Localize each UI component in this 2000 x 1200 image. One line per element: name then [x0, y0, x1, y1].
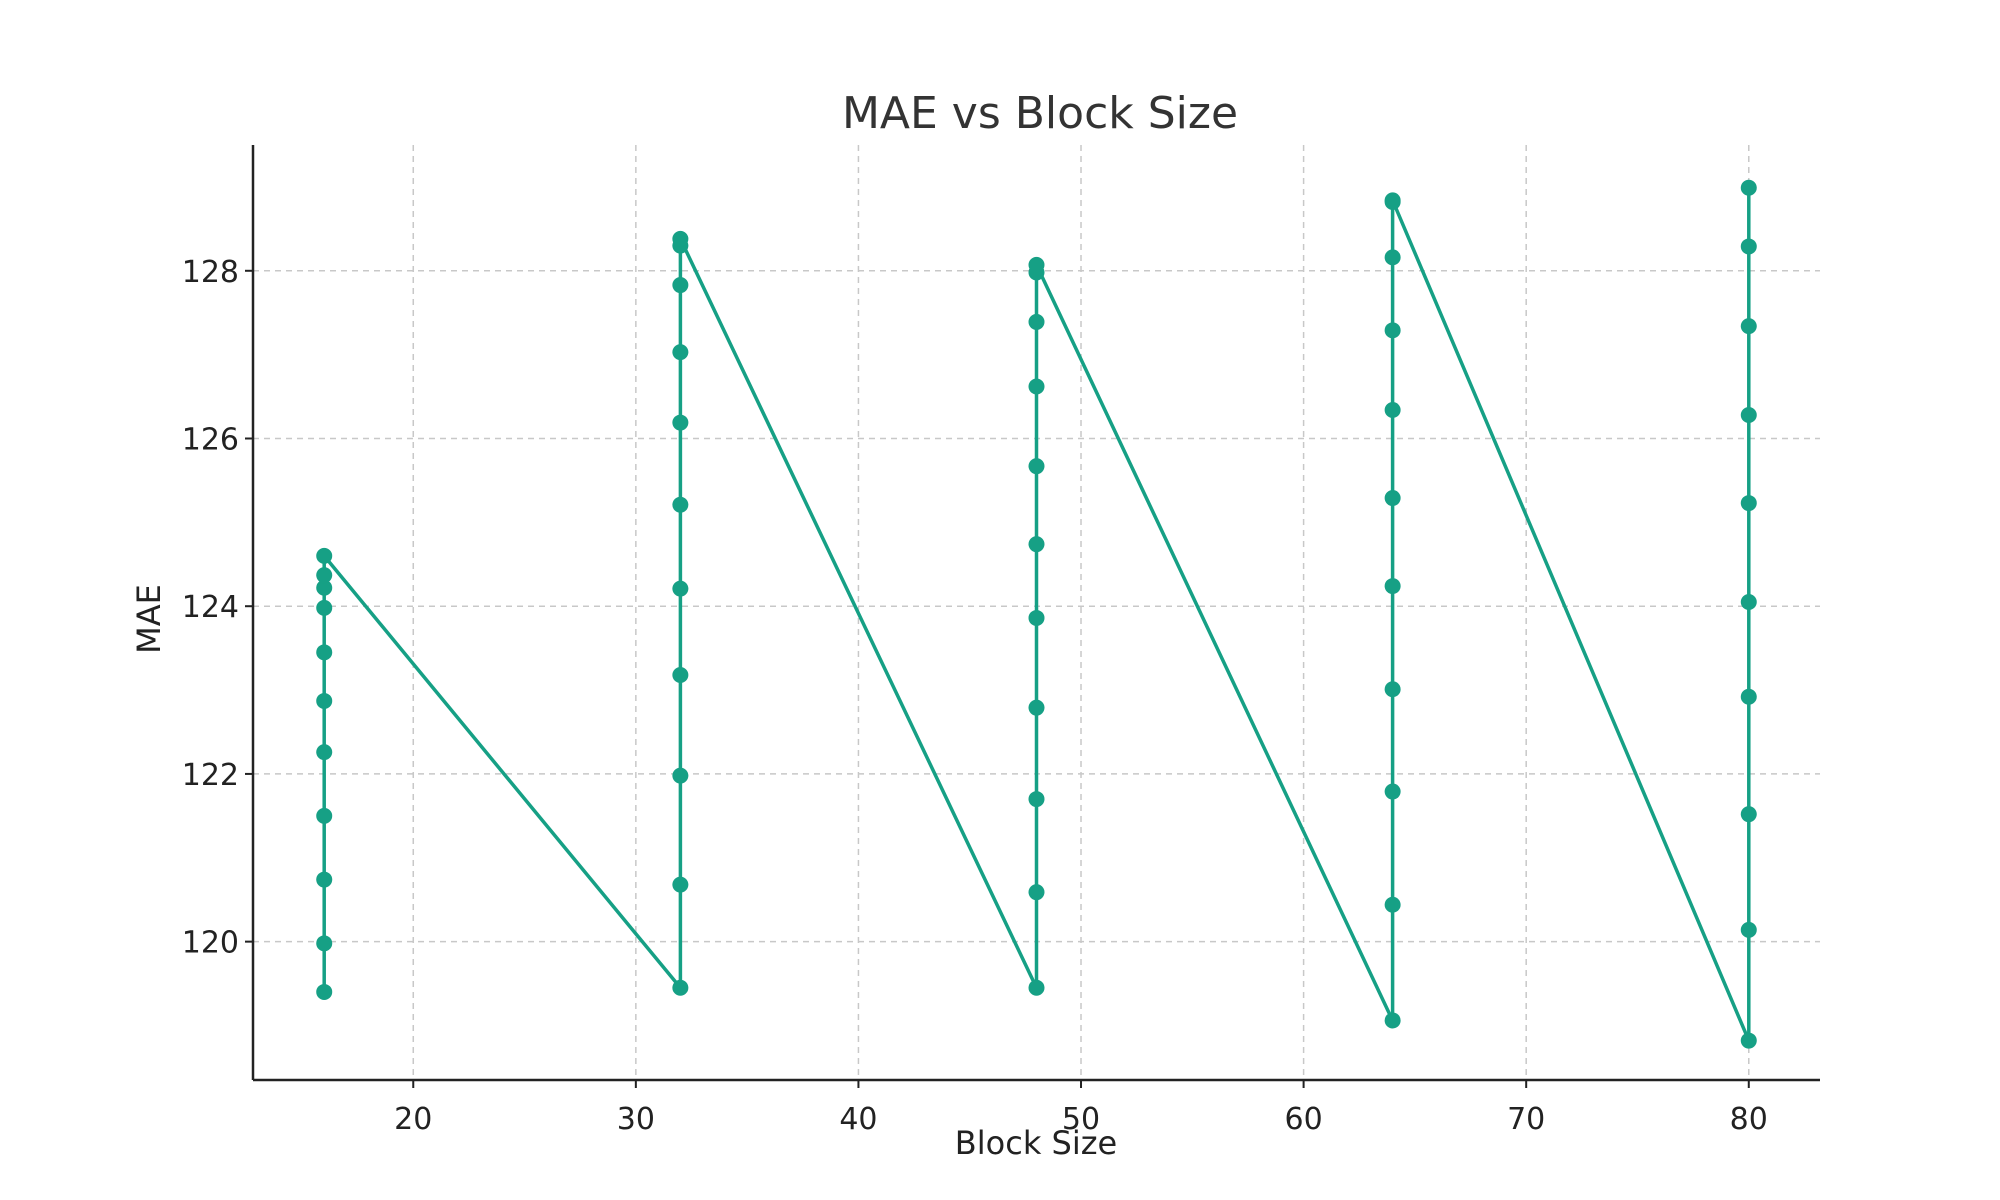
data-point — [1740, 688, 1757, 705]
x-tick-label: 20 — [394, 1102, 432, 1137]
data-point — [1028, 536, 1045, 553]
axes — [251, 145, 1820, 1082]
data-point — [1740, 1032, 1757, 1049]
y-tick-label: 122 — [182, 758, 239, 793]
y-tick-label: 120 — [182, 926, 239, 961]
data-point — [672, 277, 689, 294]
data-point — [672, 876, 689, 893]
x-tick-label: 40 — [839, 1102, 877, 1137]
x-tick-label: 60 — [1285, 1102, 1323, 1137]
data-point — [316, 644, 333, 661]
data-point — [1740, 594, 1757, 611]
data-point — [672, 580, 689, 597]
data-point — [1028, 791, 1045, 808]
data-point — [1384, 578, 1401, 595]
data-point — [1384, 192, 1401, 209]
data-point — [672, 767, 689, 784]
x-tick-label: 30 — [617, 1102, 655, 1137]
data-point — [1384, 249, 1401, 266]
data-point — [1028, 378, 1045, 395]
data-point — [316, 579, 333, 596]
data-point — [1028, 609, 1045, 626]
data-point — [1028, 699, 1045, 716]
data-point — [1028, 313, 1045, 330]
data-point — [672, 344, 689, 361]
data-point — [1740, 495, 1757, 512]
data-point — [1028, 979, 1045, 996]
data-point — [316, 744, 333, 761]
data-point — [1384, 322, 1401, 339]
data-point — [316, 807, 333, 824]
data-point — [1028, 458, 1045, 475]
y-tick-label: 124 — [182, 590, 239, 625]
data-point — [1384, 783, 1401, 800]
data-point — [1740, 921, 1757, 938]
data-point — [1740, 179, 1757, 196]
data-point — [1384, 681, 1401, 698]
data-point — [1384, 490, 1401, 507]
x-axis-label: Block Size — [955, 1124, 1117, 1162]
data-point — [672, 666, 689, 683]
data-point — [672, 230, 689, 247]
x-tick-label: 50 — [1062, 1102, 1100, 1137]
data-point — [316, 935, 333, 952]
x-tick-label: 70 — [1507, 1102, 1545, 1137]
data-point — [672, 979, 689, 996]
data-point — [1028, 256, 1045, 273]
data-point — [316, 599, 333, 616]
chart-title: MAE vs Block Size — [842, 88, 1238, 139]
data-point — [316, 871, 333, 888]
data-point — [1740, 806, 1757, 823]
data-point — [1740, 238, 1757, 255]
data-point — [1384, 401, 1401, 418]
y-ticks: 120 122 124 126 128 — [182, 255, 253, 961]
series-line-mae — [316, 179, 1757, 1049]
data-point — [316, 567, 333, 584]
data-point — [1028, 884, 1045, 901]
y-tick-label: 128 — [182, 255, 239, 290]
data-point — [1740, 318, 1757, 335]
x-tick-label: 80 — [1730, 1102, 1768, 1137]
data-point — [1384, 1012, 1401, 1029]
x-ticks: 20 30 40 50 60 70 80 — [394, 1080, 1768, 1137]
data-point — [1384, 896, 1401, 913]
y-axis-label: MAE — [130, 584, 168, 654]
data-point — [316, 547, 333, 564]
data-point — [316, 983, 333, 1000]
y-tick-label: 126 — [182, 422, 239, 457]
data-point — [672, 496, 689, 513]
data-point — [1740, 407, 1757, 424]
data-point — [316, 692, 333, 709]
data-point — [672, 414, 689, 431]
